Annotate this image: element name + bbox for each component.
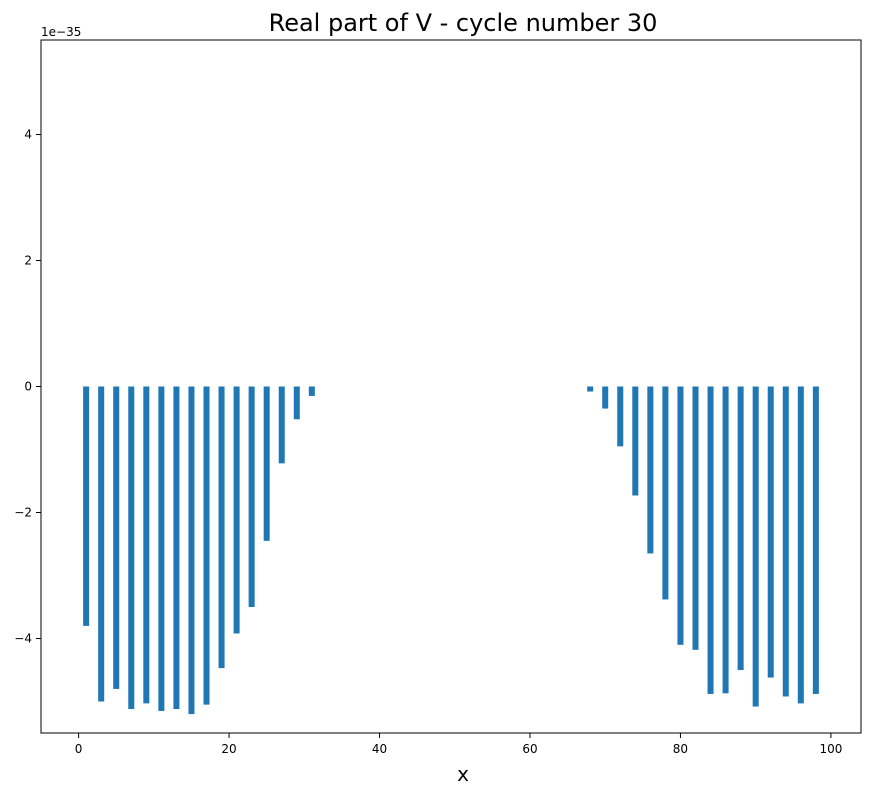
bar bbox=[83, 386, 90, 626]
bar bbox=[782, 386, 789, 697]
bar bbox=[752, 386, 759, 707]
bar bbox=[263, 386, 270, 541]
y-tick-label: 0 bbox=[24, 380, 32, 394]
bar bbox=[113, 386, 120, 689]
y-axis-offset-label: 1e−35 bbox=[41, 25, 81, 39]
bar bbox=[767, 386, 774, 678]
bar bbox=[143, 386, 150, 704]
bar bbox=[218, 386, 225, 669]
x-axis-label: x bbox=[457, 762, 469, 786]
bar bbox=[707, 386, 714, 694]
bar bbox=[173, 386, 180, 710]
bar bbox=[737, 386, 744, 670]
bar bbox=[812, 386, 819, 694]
bar bbox=[293, 386, 300, 420]
y-tick-label: −4 bbox=[14, 632, 32, 646]
y-tick-label: 2 bbox=[24, 254, 32, 268]
bar bbox=[692, 386, 699, 650]
bar bbox=[278, 386, 285, 464]
bar bbox=[722, 386, 729, 694]
x-tick-label: 20 bbox=[221, 742, 236, 756]
bar bbox=[632, 386, 639, 496]
bar bbox=[188, 386, 195, 715]
bar bbox=[203, 386, 210, 705]
bar bbox=[128, 386, 135, 710]
bar bbox=[308, 386, 315, 396]
bar bbox=[233, 386, 240, 634]
x-tick-label: 0 bbox=[75, 742, 83, 756]
y-tick-label: 4 bbox=[24, 128, 32, 142]
bar bbox=[158, 386, 165, 711]
x-axis-ticks: 0 20 40 60 80 100 bbox=[75, 733, 842, 756]
bar bbox=[587, 386, 594, 392]
bar bbox=[602, 386, 609, 409]
x-tick-label: 40 bbox=[372, 742, 387, 756]
chart-title: Real part of V - cycle number 30 bbox=[269, 9, 658, 37]
bar bbox=[647, 386, 654, 554]
bar bbox=[98, 386, 105, 702]
bar bbox=[797, 386, 804, 704]
y-axis-ticks: −4 −2 0 2 4 bbox=[14, 128, 41, 646]
bar bbox=[677, 386, 684, 645]
x-tick-label: 60 bbox=[522, 742, 537, 756]
bar bbox=[248, 386, 255, 607]
bars-group bbox=[83, 386, 819, 715]
x-tick-label: 100 bbox=[819, 742, 842, 756]
x-tick-label: 80 bbox=[673, 742, 688, 756]
bar bbox=[662, 386, 669, 600]
bar bbox=[617, 386, 624, 447]
plot-frame bbox=[40, 39, 862, 734]
y-tick-label: −2 bbox=[14, 506, 32, 520]
